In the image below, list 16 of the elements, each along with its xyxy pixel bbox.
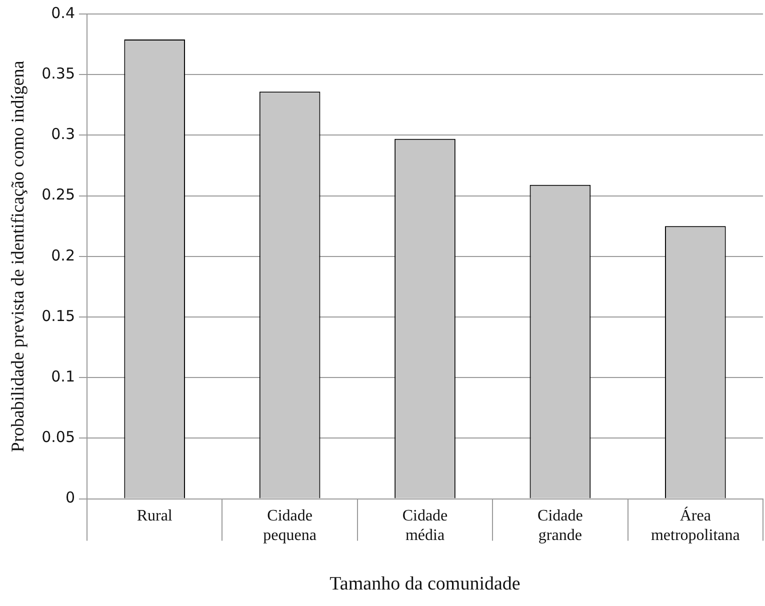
y-tick-label: 0.35 [42, 64, 75, 82]
x-tick-label: Rural [136, 508, 173, 525]
x-tick-label: Cidade grande [538, 508, 583, 544]
y-tick-label: 0.4 [51, 4, 75, 22]
y-tick-label: 0.25 [42, 186, 75, 204]
x-axis-title: Tamanho da comunidade [330, 574, 520, 595]
x-tick-label: Cidade média [402, 508, 448, 544]
y-tick-label: 0.2 [51, 246, 75, 264]
x-tick-label: Área metropolitana [650, 506, 740, 544]
y-tick-label: 0.3 [51, 125, 75, 144]
y-tick-label: 0.15 [42, 306, 75, 325]
y-axis-title: Probabilidade prevista de identificação como indígena [8, 60, 28, 452]
y-tick-label: 0 [65, 488, 75, 507]
x-tick-label: Cidade pequena [263, 508, 316, 544]
y-tick-label: 0.1 [51, 367, 75, 386]
y-tick-label: 0.05 [42, 428, 75, 446]
